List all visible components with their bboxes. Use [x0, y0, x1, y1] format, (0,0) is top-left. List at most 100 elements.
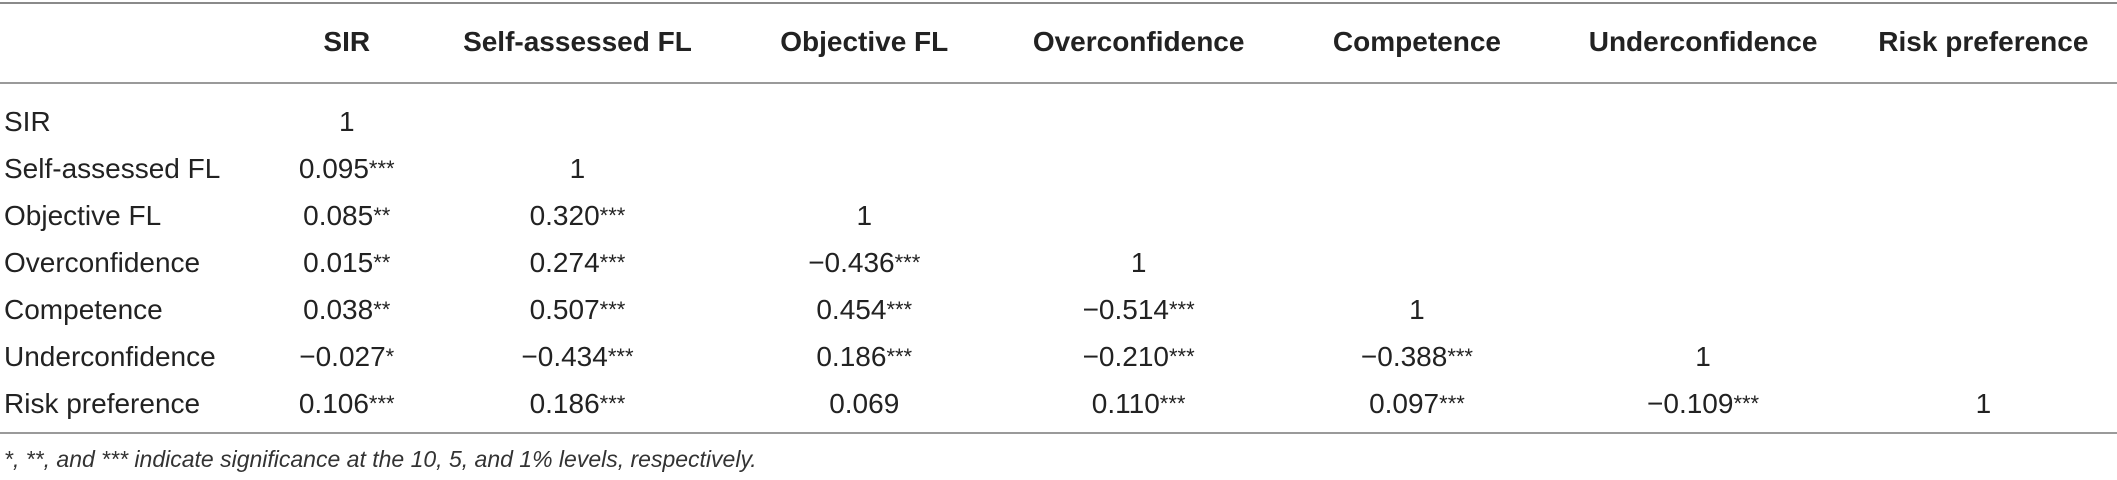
- significance-stars: ***: [1447, 343, 1473, 369]
- table-cell: [1556, 192, 1849, 239]
- significance-stars: ***: [1439, 390, 1465, 416]
- table-cell: [1556, 82, 1849, 145]
- table-row: SIR 1: [0, 82, 2117, 145]
- significance-stars: ***: [1169, 296, 1195, 322]
- cell-value: 1: [1975, 387, 1992, 419]
- column-header-underconfidence: Underconfidence: [1588, 26, 1818, 57]
- cell-value: 1: [1409, 293, 1425, 325]
- cell-value: 1: [338, 105, 355, 137]
- table-cell: −0.436***: [729, 239, 1000, 286]
- table-cell: [1277, 82, 1556, 145]
- row-label: SIR: [4, 105, 51, 137]
- significance-stars: ***: [368, 390, 395, 416]
- table-cell: [1277, 239, 1556, 286]
- cell-value: 0.186: [529, 387, 600, 419]
- table-cell: [1556, 239, 1849, 286]
- cell-value: 0.085: [303, 199, 374, 231]
- cell-value: 0.320: [529, 199, 600, 231]
- cell-value: 0.069: [829, 387, 900, 419]
- significance-stars: ***: [894, 249, 921, 275]
- table-cell: 1: [1000, 239, 1278, 286]
- significance-stars: ***: [1169, 343, 1195, 369]
- significance-stars: ***: [599, 296, 626, 322]
- table-cell: 1: [1850, 380, 2117, 427]
- table-cell: [426, 82, 728, 145]
- table-cell: [729, 82, 1000, 145]
- row-label: Objective FL: [4, 199, 162, 231]
- cell-value: 0.186: [816, 340, 887, 372]
- cell-value: 1: [856, 199, 873, 231]
- table-cell: 0.274***: [426, 239, 728, 286]
- significance-stars: ***: [886, 296, 913, 322]
- table-cell: [1277, 192, 1556, 239]
- table-cell: −0.388***: [1277, 333, 1556, 380]
- column-header-objective-fl: Objective FL: [780, 26, 949, 57]
- cell-value: 1: [1695, 340, 1711, 372]
- cell-value: 0.095: [298, 152, 369, 184]
- table-cell: 0.097***: [1277, 380, 1556, 427]
- table-cell: 1: [729, 192, 1000, 239]
- table-cell: −0.109***: [1556, 380, 1849, 427]
- bottom-rule: [0, 432, 2117, 434]
- table-cell: 0.085**: [267, 192, 426, 239]
- significance-stars: **: [373, 249, 391, 275]
- table-cell: [1850, 145, 2117, 192]
- table-row: Underconfidence −0.027* −0.434*** 0.186*** −…: [0, 333, 2117, 380]
- cell-value: −0.027: [299, 340, 386, 372]
- cell-value: 0.097: [1369, 387, 1440, 419]
- table-cell: [1556, 286, 1849, 333]
- top-rule: [0, 2, 2117, 4]
- table-cell: [729, 145, 1000, 192]
- header-row: SIR Self-assessed FL Objective FL Overco…: [0, 2, 2117, 82]
- table-cell: [1277, 145, 1556, 192]
- cell-value: 0.106: [298, 387, 369, 419]
- cell-value: 0.274: [529, 246, 600, 278]
- table-cell: −0.027*: [267, 333, 426, 380]
- table-cell: 0.110***: [1000, 380, 1278, 427]
- column-header-overconfidence: Overconfidence: [1032, 26, 1245, 57]
- column-header-self-assessed-fl: Self-assessed FL: [463, 26, 692, 57]
- cell-value: −0.210: [1082, 340, 1169, 372]
- significance-stars: ***: [1733, 390, 1760, 416]
- column-header-risk-preference: Risk preference: [1878, 26, 2089, 57]
- table-cell: [1000, 145, 1278, 192]
- significance-stars: ***: [368, 155, 395, 181]
- table-cell: 0.106***: [267, 380, 426, 427]
- table-cell: 0.095***: [267, 145, 426, 192]
- cell-value: 1: [569, 152, 586, 184]
- row-label: Risk preference: [4, 387, 201, 419]
- table-cell: [1850, 192, 2117, 239]
- cell-value: 0.454: [816, 293, 887, 325]
- table-row: Competence 0.038** 0.507*** 0.454*** −0.514*…: [0, 286, 2117, 333]
- cell-value: 0.038: [303, 293, 374, 325]
- cell-value: −0.434: [521, 340, 608, 372]
- table-cell: [1850, 286, 2117, 333]
- row-label: Overconfidence: [4, 246, 201, 278]
- table-cell: 1: [267, 82, 426, 145]
- table-row: Overconfidence 0.015** 0.274*** −0.436*** 1: [0, 239, 2117, 286]
- significance-stars: ***: [1159, 390, 1186, 416]
- row-label: Self-assessed FL: [4, 152, 221, 184]
- row-label: Underconfidence: [4, 340, 216, 372]
- cell-value: 0.110: [1091, 387, 1160, 419]
- table-footnote: *, **, and *** indicate significance at …: [4, 446, 757, 472]
- table-cell: 0.454***: [729, 286, 1000, 333]
- table-cell: 1: [1277, 286, 1556, 333]
- cell-value: 0.507: [529, 293, 600, 325]
- cell-value: −0.109: [1647, 387, 1734, 419]
- table-cell: 1: [1556, 333, 1849, 380]
- table-cell: [1556, 145, 1849, 192]
- table-cell: 0.186***: [426, 380, 728, 427]
- cell-value: 1: [1130, 246, 1147, 278]
- table-cell: −0.210***: [1000, 333, 1278, 380]
- table-cell: 0.186***: [729, 333, 1000, 380]
- significance-stars: ***: [599, 249, 626, 275]
- significance-stars: **: [373, 202, 391, 228]
- table-cell: 0.015**: [267, 239, 426, 286]
- correlation-table: SIR Self-assessed FL Objective FL Overco…: [0, 2, 2117, 427]
- table-row: Risk preference 0.106*** 0.186*** 0.069 0.11…: [0, 380, 2117, 427]
- table-cell: 0.507***: [426, 286, 728, 333]
- header-rule: [0, 82, 2117, 84]
- table-cell: [1850, 333, 2117, 380]
